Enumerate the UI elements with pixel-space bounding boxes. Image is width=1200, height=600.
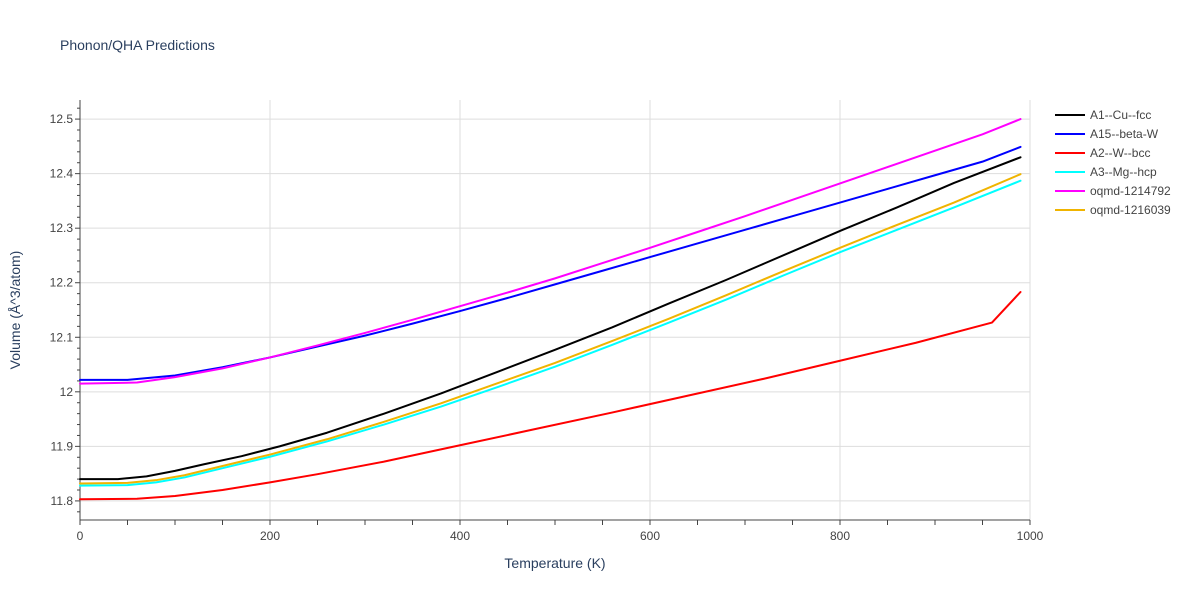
x-tick-label: 0: [77, 529, 84, 543]
series-line-2: [79, 291, 1022, 501]
y-tick-label: 12.5: [50, 112, 74, 126]
legend-label: A15--beta-W: [1090, 127, 1159, 141]
series-lines: [79, 118, 1022, 501]
x-tick-label: 200: [260, 529, 280, 543]
y-tick-label: 12.1: [50, 330, 74, 344]
axes: 0 200 400 600 800 1000 11.8 11.9 12 12.1 12.2 12.3 1…: [50, 100, 1044, 543]
y-tick-label: 12.3: [50, 221, 74, 235]
y-tick-label: 11.8: [51, 494, 74, 508]
x-tick-label: 800: [830, 529, 850, 543]
y-tick-label: 11.9: [51, 439, 74, 453]
legend-label: A1--Cu--fcc: [1090, 108, 1151, 122]
legend-label: A3--Mg--hcp: [1090, 165, 1157, 179]
series-line-4: [79, 118, 1022, 385]
x-axis-title: Temperature (K): [504, 555, 605, 571]
legend-label: oqmd-1214792: [1090, 184, 1171, 198]
x-tick-label: 600: [640, 529, 660, 543]
grid-lines: [80, 100, 1031, 520]
series-line-1: [79, 145, 1022, 381]
legend-label: oqmd-1216039: [1090, 203, 1171, 217]
x-tick-label: 1000: [1017, 529, 1044, 543]
y-tick-label: 12.2: [50, 276, 74, 290]
y-axis-title: Volume (Å^3/atom): [7, 251, 23, 370]
x-tick-label: 400: [450, 529, 470, 543]
chart-title: Phonon/QHA Predictions: [60, 37, 215, 53]
legend-label: A2--W--bcc: [1090, 146, 1150, 160]
legend: A1--Cu--fcc A15--beta-W A2--W--bcc A3--Mg--…: [1055, 108, 1171, 217]
y-tick-label: 12.4: [50, 167, 74, 181]
series-line-5: [79, 173, 1022, 485]
series-line-0: [79, 156, 1022, 481]
y-tick-label: 12: [60, 385, 74, 399]
series-line-3: [79, 179, 1022, 487]
